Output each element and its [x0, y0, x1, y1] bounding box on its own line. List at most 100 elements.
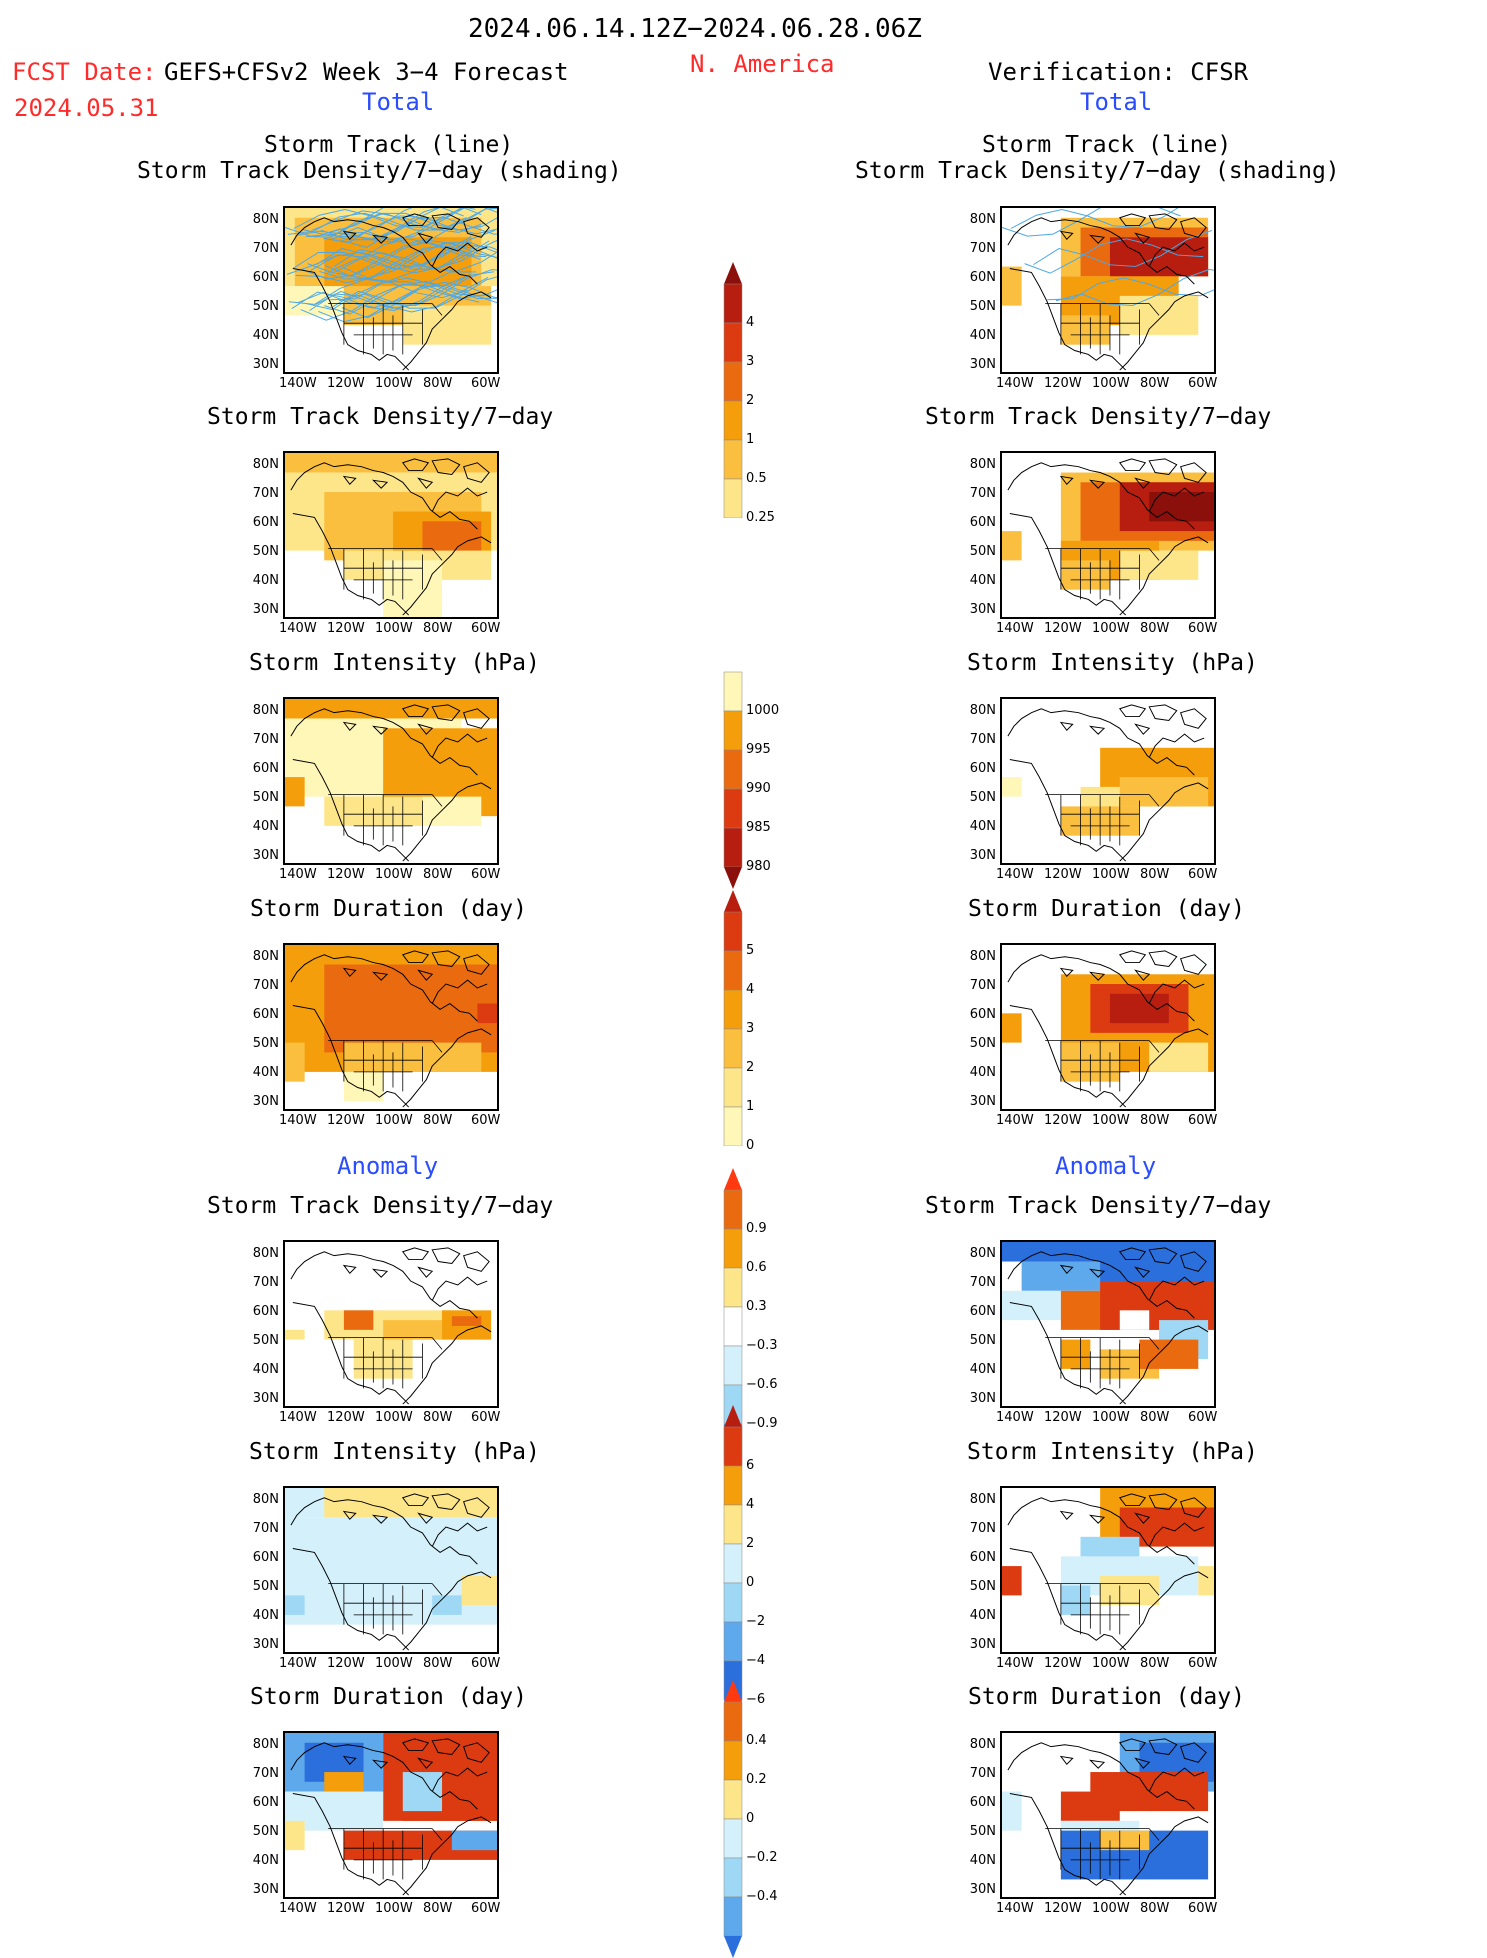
state-borders [1045, 1040, 1160, 1092]
lat-tick-label: 70N [252, 241, 279, 256]
shade-cell [343, 1042, 482, 1072]
colorbar-segment [723, 1345, 743, 1386]
shade-cell [1002, 1013, 1022, 1043]
colorbar-segment [723, 478, 743, 519]
colorbar-segment [723, 1306, 743, 1347]
lat-tick-label: 80N [252, 1492, 279, 1507]
storm-track-line [332, 276, 497, 309]
colorbar-segment [723, 1067, 743, 1108]
lon-tick-label: 80W [1140, 1113, 1170, 1128]
colorbar-tick-label: 6 [746, 1458, 755, 1473]
coastline [1059, 1493, 1207, 1524]
lon-tick-label: 120W [1044, 867, 1082, 882]
colorbar-intensity [723, 650, 743, 889]
lat-tick-label: 40N [252, 573, 279, 588]
lat-tick-label: 50N [252, 544, 279, 559]
storm-track-line [338, 269, 497, 306]
lon-tick-label: 100W [1092, 621, 1130, 636]
coastline [290, 954, 492, 1108]
state-borders [1045, 1583, 1160, 1635]
map-panel-intL [283, 697, 499, 865]
lat-tick-label: 70N [252, 1521, 279, 1536]
fcst-date: 2024.05.31 [14, 94, 159, 122]
lat-tick-label: 40N [969, 1065, 996, 1080]
colorbar-tick-label: 2 [746, 1536, 755, 1551]
title-intensity-left: Storm Intensity (hPa) [249, 650, 540, 676]
lon-tick-label: 140W [279, 621, 317, 636]
storm-track-line [1010, 208, 1179, 229]
shade-cell [1002, 1566, 1022, 1596]
lon-tick-label: 120W [327, 1656, 365, 1671]
lat-tick-label: 80N [969, 949, 996, 964]
lat-tick-label: 50N [969, 1824, 996, 1839]
storm-track-line [296, 208, 476, 241]
lon-tick-label: 60W [471, 1410, 501, 1425]
lon-tick-label: 120W [327, 376, 365, 391]
colorbar-top-arrow [724, 1168, 742, 1190]
lat-tick-label: 40N [969, 1608, 996, 1623]
colorbar-segment [723, 1701, 743, 1742]
lon-tick-label: 100W [375, 1656, 413, 1671]
lon-tick-label: 140W [279, 1901, 317, 1916]
lon-tick-label: 100W [375, 1410, 413, 1425]
colorbar-tick-label: −0.3 [746, 1338, 778, 1353]
map-panel-trackR [1000, 206, 1216, 374]
storm-track-line [286, 251, 466, 275]
state-borders [328, 1337, 443, 1389]
shade-cell [451, 1830, 497, 1851]
lon-tick-label: 140W [996, 867, 1034, 882]
colorbar-top-arrow [724, 1405, 742, 1427]
colorbar-top-arrow [724, 890, 742, 912]
lat-tick-label: 40N [969, 328, 996, 343]
lat-tick-label: 70N [252, 732, 279, 747]
shade-cell [324, 1772, 364, 1792]
lat-tick-label: 40N [252, 819, 279, 834]
lat-tick-label: 70N [252, 978, 279, 993]
coastline [290, 462, 492, 616]
shade-cell [1002, 1290, 1061, 1321]
lon-tick-label: 140W [996, 1113, 1034, 1128]
shade-cell [285, 1595, 305, 1615]
storm-track-line [320, 208, 497, 240]
lat-tick-label: 50N [252, 1333, 279, 1348]
shade-cell [285, 777, 305, 807]
colorbar-tick-label: 0 [746, 1575, 755, 1590]
lat-tick-label: 40N [969, 1853, 996, 1868]
lat-tick-label: 50N [252, 1579, 279, 1594]
map-svg [1002, 1242, 1214, 1405]
coastline [1059, 458, 1207, 489]
model-label: GEFS+CFSv2 Week 3−4 Forecast [164, 58, 569, 86]
coastline [1059, 1738, 1207, 1769]
colorbar-segment [723, 671, 743, 712]
lon-tick-label: 140W [279, 1113, 317, 1128]
coastline [342, 1247, 490, 1278]
colorbar-tick-label: 0.6 [746, 1260, 767, 1275]
lon-tick-label: 60W [471, 376, 501, 391]
shade-cell [324, 964, 497, 1053]
colorbar-tick-label: 0 [746, 1138, 755, 1153]
section-anomaly-left: Anomaly [337, 1152, 439, 1180]
lat-tick-label: 70N [969, 732, 996, 747]
coastline [1059, 704, 1207, 735]
lat-tick-label: 70N [252, 486, 279, 501]
shade-cell [343, 1310, 374, 1330]
coastline [342, 1738, 490, 1769]
storm-track-line [324, 281, 497, 315]
lat-tick-label: 30N [969, 1094, 996, 1109]
lon-tick-label: 80W [423, 1901, 453, 1916]
lat-tick-label: 40N [252, 1608, 279, 1623]
map-svg [1002, 950, 1214, 1108]
colorbar-intensity-anom [723, 1405, 743, 1722]
title-density-right: Storm Track Density/7−day [925, 404, 1272, 430]
lon-tick-label: 100W [375, 376, 413, 391]
colorbar-tick-label: 2 [746, 393, 755, 408]
lon-tick-label: 60W [1188, 1901, 1218, 1916]
map-svg [1002, 208, 1214, 371]
map-panel-dAnR [1000, 1240, 1216, 1408]
section-anomaly-right: Anomaly [1055, 1152, 1157, 1180]
state-borders [1045, 794, 1160, 846]
storm-track-line [337, 208, 466, 241]
colorbar-segment [723, 1896, 743, 1937]
colorbar-tick-label: 3 [746, 1021, 755, 1036]
lat-tick-label: 50N [252, 299, 279, 314]
